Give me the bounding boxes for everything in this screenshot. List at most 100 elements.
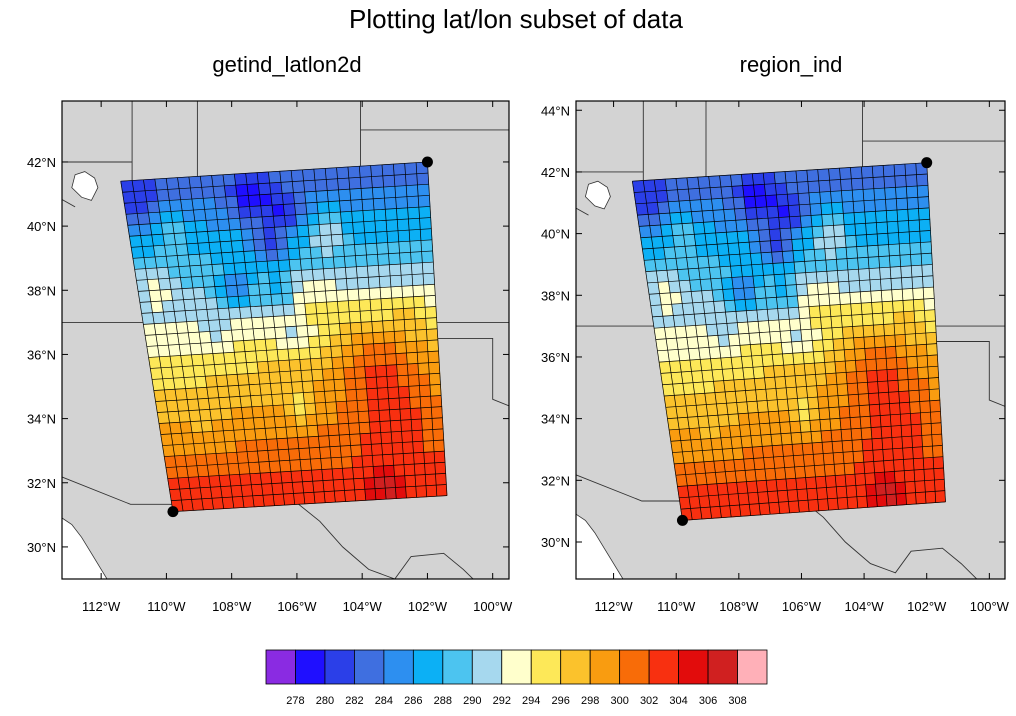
field-cell [157, 200, 172, 213]
field-cell [693, 233, 707, 246]
field-cell [363, 477, 376, 490]
field-cell [844, 360, 857, 373]
field-cell [197, 242, 211, 255]
field-cell [791, 443, 804, 456]
field-cell [254, 427, 267, 441]
field-cell [788, 500, 800, 514]
field-cell [338, 311, 351, 324]
field-cell [204, 375, 218, 388]
field-cell [314, 402, 327, 415]
field-cell [846, 257, 859, 271]
field-cell [817, 168, 830, 182]
field-cell [164, 322, 178, 335]
field-cell [325, 289, 338, 303]
field-cell [817, 498, 829, 512]
field-cell [673, 394, 687, 407]
field-cell [764, 467, 777, 481]
field-cell [170, 432, 184, 446]
field-cell [355, 254, 368, 268]
field-cell [738, 241, 751, 255]
field-cell [695, 404, 709, 417]
field-cell [153, 389, 167, 402]
field-cell [402, 452, 415, 466]
field-cell [171, 366, 185, 379]
field-cell [801, 442, 814, 456]
grid-line [164, 439, 444, 457]
field-cell [165, 466, 179, 479]
field-cell [154, 177, 169, 191]
field-cell [886, 220, 899, 234]
field-cell [716, 243, 730, 256]
field-cell [211, 174, 225, 187]
field-cell [139, 301, 153, 314]
field-cell [337, 177, 351, 191]
field-cell [778, 216, 791, 230]
field-cell [370, 443, 383, 456]
field-cell [231, 418, 245, 431]
field-cell [780, 432, 793, 446]
colorbar-box [648, 649, 679, 685]
field-cell [748, 503, 761, 516]
field-cell [212, 430, 226, 443]
field-cell [141, 312, 155, 325]
field-cell [916, 355, 929, 368]
field-cell [292, 291, 306, 305]
field-cell [257, 271, 270, 285]
field-cell [395, 196, 408, 209]
colorbar-box [619, 649, 650, 685]
colorbar: 278 280 282 284 286 288 290 292 294 296 298 300 302 3… [265, 649, 768, 707]
field-cell [901, 276, 914, 290]
field-cell [348, 176, 362, 190]
field-cell [648, 293, 662, 306]
field-cell [840, 428, 853, 442]
field-cell [170, 210, 185, 223]
field-cell [804, 465, 816, 478]
field-cell [747, 491, 760, 505]
field-cell [670, 223, 684, 237]
field-cell [345, 389, 358, 402]
field-cell [434, 461, 447, 475]
field-cell [197, 320, 211, 333]
field-cell [394, 185, 408, 198]
field-cell [907, 378, 920, 392]
field-cell [304, 302, 318, 315]
field-cell [720, 436, 733, 450]
field-cell [791, 238, 804, 252]
field-cell [901, 435, 913, 449]
field-cell [333, 267, 347, 280]
field-cell [389, 419, 402, 433]
field-cell [368, 287, 382, 300]
field-cell [845, 246, 858, 259]
field-cell [220, 485, 233, 498]
field-cell [393, 330, 407, 343]
field-cell [751, 446, 764, 459]
field-cell [739, 503, 752, 517]
field-cell [897, 220, 910, 233]
field-cell [879, 266, 892, 280]
field-cell [194, 297, 208, 311]
field-cell [848, 280, 861, 293]
field-cell [273, 415, 287, 429]
field-cell [692, 381, 706, 395]
field-cell [270, 293, 284, 306]
field-cell [863, 199, 876, 213]
field-cell [737, 412, 750, 426]
field-cell [360, 443, 373, 457]
field-cell [911, 276, 924, 289]
field-cell [306, 324, 320, 337]
field-cell [187, 331, 201, 345]
field-cell [905, 344, 918, 358]
field-cell [268, 170, 282, 184]
field-cell [844, 473, 857, 487]
field-cell [283, 403, 296, 417]
field-cell [686, 336, 700, 350]
colorbar-label: 286 [404, 695, 422, 707]
field-cell [222, 262, 236, 276]
field-cell [876, 369, 889, 382]
field-cell [743, 195, 757, 209]
corner-marker [421, 156, 433, 168]
field-cell [428, 372, 441, 386]
field-cell [880, 425, 893, 439]
field-cell [268, 371, 282, 384]
field-cell [213, 274, 227, 287]
